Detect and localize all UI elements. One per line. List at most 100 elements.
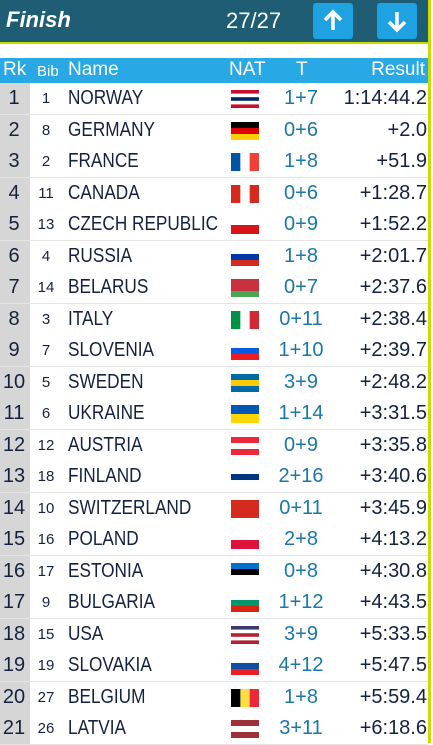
- flag: [231, 90, 259, 108]
- bib: 15: [37, 625, 55, 643]
- up-arrow: [323, 9, 343, 30]
- shooting: 0+6: [284, 181, 318, 204]
- name: FRANCE: [68, 150, 139, 172]
- bib: 11: [38, 184, 54, 202]
- rank: 1: [8, 87, 20, 109]
- table-row: [0, 303, 428, 336]
- shooting: 4+12: [278, 654, 324, 676]
- rank: 18: [2, 622, 26, 645]
- result: +4:13.2: [359, 528, 427, 550]
- result: +1:28.7: [359, 181, 427, 204]
- name: SWEDEN: [68, 370, 144, 393]
- rank-cell: [0, 240, 30, 272]
- flag-stripe: [231, 310, 241, 329]
- bib: 1: [41, 90, 51, 107]
- top-bar: [0, 0, 428, 44]
- shooting: 0+11: [279, 307, 323, 330]
- shooting: 0+8: [284, 559, 318, 582]
- flag-stripe: [231, 657, 259, 664]
- result: +5:33.5: [359, 622, 427, 645]
- rank-cell: [0, 114, 30, 146]
- flag-stripe: [231, 600, 259, 607]
- shooting: 3+9: [284, 370, 318, 393]
- column-header: [0, 58, 428, 83]
- flag-stripe: [231, 594, 259, 601]
- table-row: [0, 461, 428, 493]
- table-row: [0, 114, 428, 147]
- flag-stripe: [231, 639, 259, 644]
- down-arrow: [387, 12, 407, 33]
- flag-stripe: [231, 127, 259, 134]
- flag-stripe: [231, 625, 259, 630]
- flag-stripe: [231, 405, 259, 415]
- flag-stripe: [231, 436, 259, 443]
- rank-cell: [0, 209, 30, 240]
- flag-stripe: [240, 153, 251, 171]
- rank-cell: [0, 492, 30, 524]
- flag: [231, 531, 259, 549]
- table-row: [0, 83, 428, 115]
- flag-stripe: [231, 259, 259, 266]
- flag-stripe: [231, 726, 259, 733]
- result: +3:31.5: [359, 402, 427, 424]
- shooting: 0+7: [284, 276, 318, 298]
- rank: 14: [2, 496, 26, 519]
- result: +3:35.8: [359, 433, 427, 456]
- name: BULGARIA: [68, 591, 155, 613]
- bib: 10: [37, 499, 55, 517]
- flag-stripe: [231, 531, 259, 541]
- flag-stripe: [231, 499, 259, 518]
- name: CZECH REPUBLIC: [68, 213, 219, 235]
- bib: 6: [41, 405, 51, 422]
- bib: 14: [37, 279, 55, 296]
- flag: [231, 688, 259, 707]
- flag-stripe: [231, 216, 259, 226]
- flag: [231, 184, 259, 203]
- rank-cell: [0, 335, 30, 366]
- frame-line: [428, 0, 431, 743]
- rank: 13: [2, 465, 26, 487]
- flag-stripe: [231, 348, 259, 355]
- title: Finish: [6, 7, 71, 32]
- flag-stripe: [231, 379, 259, 386]
- flag-stripe: [240, 688, 251, 707]
- result: +2:37.6: [359, 276, 427, 298]
- name: UKRAINE: [68, 402, 145, 424]
- result: +2:38.4: [359, 307, 427, 330]
- result: +4:30.8: [359, 559, 427, 582]
- flag-stripe: [231, 121, 259, 128]
- rank: 16: [2, 559, 26, 582]
- shooting: 2+8: [284, 528, 318, 550]
- rank-cell: [0, 177, 30, 209]
- flag-stripe: [231, 90, 259, 95]
- flag-stripe: [249, 153, 259, 171]
- flag-stripe: [231, 448, 259, 455]
- flag-stripe: [231, 663, 259, 670]
- flag: [231, 625, 259, 644]
- flag-stripe: [231, 574, 259, 581]
- flag-stripe: [231, 568, 259, 575]
- flag-stripe: [231, 93, 259, 98]
- shooting: 3+11: [279, 717, 323, 739]
- shooting: 1+12: [278, 591, 324, 613]
- column-label: T: [296, 59, 308, 80]
- flag-stripe: [231, 562, 259, 569]
- result: +5:59.4: [359, 685, 427, 708]
- down-button[interactable]: [377, 3, 417, 39]
- flag: [231, 310, 259, 329]
- bib: 4: [41, 247, 51, 265]
- column-label: Name: [68, 59, 119, 80]
- name: CANADA: [68, 181, 140, 204]
- column-label: Bib: [37, 63, 59, 80]
- flag-stripe: [231, 540, 259, 549]
- rank-cell: [0, 681, 30, 713]
- rank: 21: [2, 717, 26, 739]
- bib: 17: [37, 562, 55, 580]
- flag-stripe: [231, 97, 259, 102]
- flag-stripe: [231, 342, 259, 349]
- shooting: 1+10: [278, 339, 324, 361]
- up-button[interactable]: [313, 3, 353, 39]
- shooting: 1+8: [284, 685, 318, 708]
- rank: 15: [2, 528, 26, 550]
- flag: [231, 720, 259, 738]
